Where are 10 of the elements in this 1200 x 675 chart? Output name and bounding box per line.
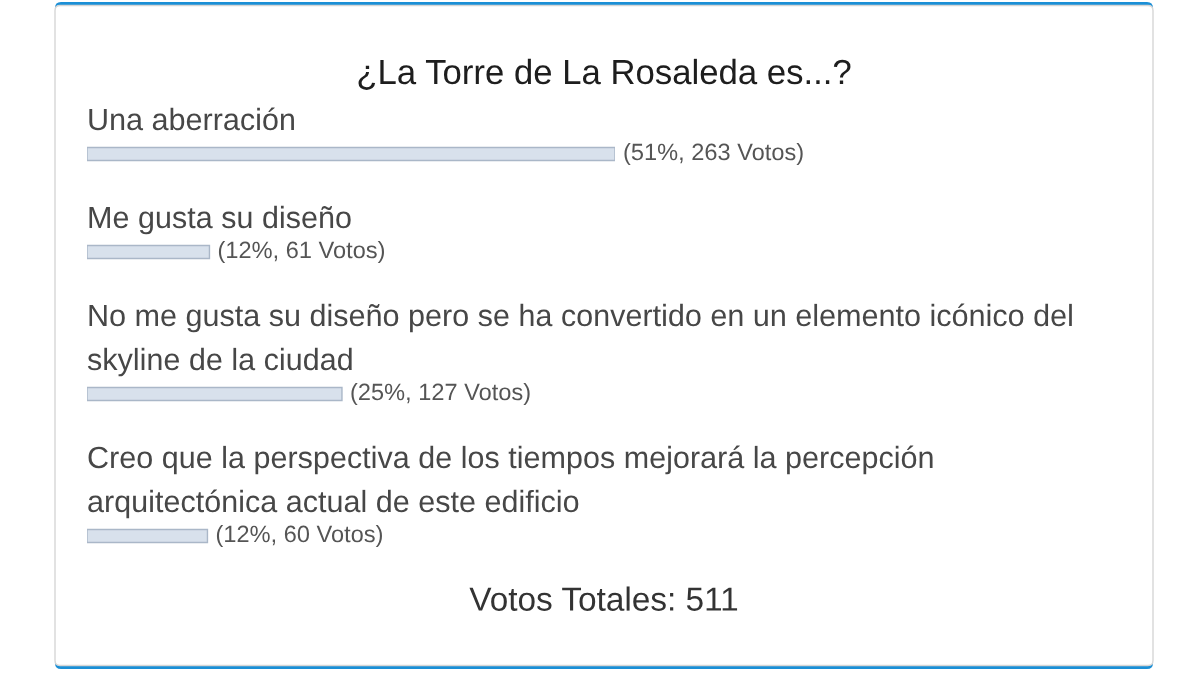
y-tick-label: Creo que la perspectiva de los tiempos mejorará la percepción arquitectónica actual de este edificio (88, 445, 933, 519)
data-label: (25%, 127 Votos) (351, 382, 530, 405)
y-tick-label: Una aberración (89, 107, 294, 131)
data-label: (12%, 61 Votos) (218, 241, 384, 263)
y-tick-label: No me gusta su diseño pero se ha convertido en un elemento icónico del skyline de la ciudad (87, 303, 1072, 377)
data-label: (12%, 60 Votos) (216, 524, 382, 547)
text: Votos Totales: 511 (469, 586, 738, 611)
chart-title: ¿La Torre de La Rosaleda es...? (358, 58, 851, 90)
y-tick-label: Me gusta su diseño (89, 205, 351, 235)
data-label: (51%, 263 Votos) (624, 143, 803, 165)
